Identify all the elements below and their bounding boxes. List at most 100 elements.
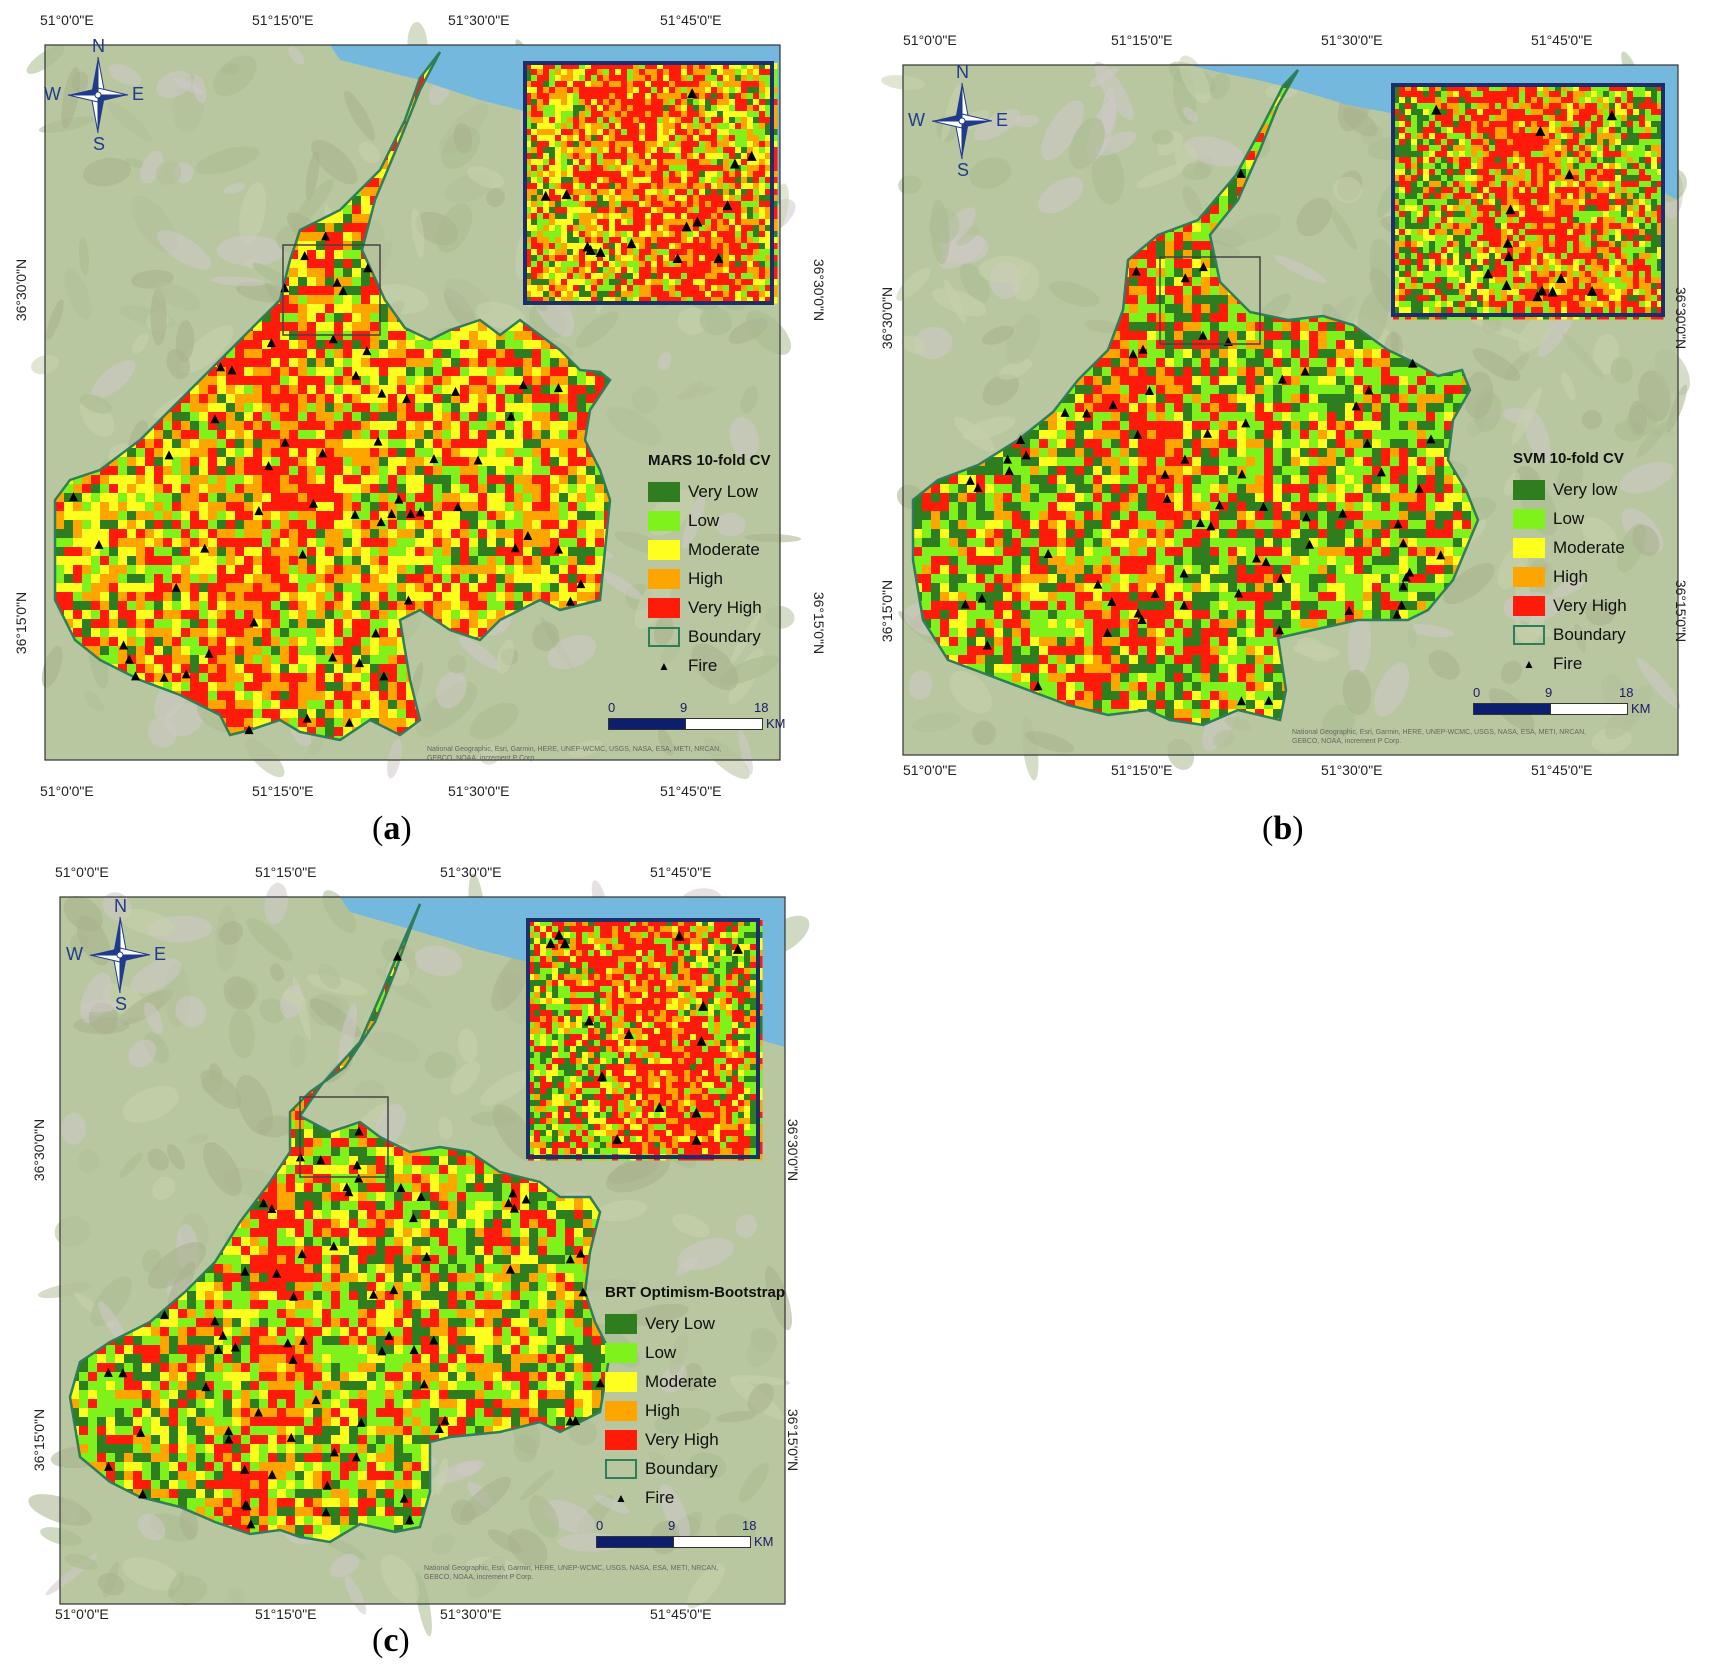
fire-triangle-icon: ▲ xyxy=(615,1490,627,1505)
legend-item: Boundary xyxy=(605,1454,785,1483)
compass-label-e: E xyxy=(996,110,1009,130)
scale-tick-label: 9 xyxy=(680,700,688,715)
fire-point xyxy=(201,1382,211,1392)
fire-point xyxy=(1414,483,1424,493)
legend-swatch xyxy=(648,597,680,618)
lon-top-4: 51°45'0"E xyxy=(660,12,722,28)
fire-point xyxy=(1397,600,1407,610)
fire-point xyxy=(1277,374,1287,384)
lat-left-1: 36°30'0"N xyxy=(13,258,30,322)
legend-label: Very High xyxy=(645,1429,719,1449)
fire-point xyxy=(1215,500,1225,510)
lon-top-1: 51°0'0"E xyxy=(55,864,109,880)
fire-point xyxy=(1502,237,1513,248)
fire-point xyxy=(1351,401,1361,411)
fire-point xyxy=(1376,467,1386,477)
fire-point xyxy=(371,628,381,638)
legend-item: Moderate xyxy=(1513,533,1627,562)
legend-swatch xyxy=(1513,479,1545,500)
fire-point xyxy=(213,1345,223,1355)
fire-point xyxy=(505,1264,515,1274)
scale-tick-label: 0 xyxy=(608,700,616,715)
fire-point xyxy=(242,1501,252,1511)
legend-label: Fire xyxy=(1553,653,1583,673)
fire-point xyxy=(288,1354,298,1364)
fire-point xyxy=(1162,493,1172,503)
legend-item: Moderate xyxy=(648,535,771,564)
fire-point xyxy=(379,671,389,681)
fire-point xyxy=(554,929,565,940)
fire-point xyxy=(1276,573,1286,583)
fire-point xyxy=(1547,286,1558,297)
fire-point xyxy=(973,482,983,492)
fire-point xyxy=(506,411,516,421)
fire-point xyxy=(508,1188,518,1198)
legend-swatch-boundary xyxy=(605,1458,637,1479)
compass-label-w: W xyxy=(44,84,61,104)
fire-point xyxy=(68,492,78,502)
fire-point xyxy=(392,951,402,961)
fire-point xyxy=(960,599,970,609)
fire-point xyxy=(344,717,354,727)
fire-point xyxy=(654,1102,665,1113)
fire-point xyxy=(227,365,237,375)
legend-label: Very Low xyxy=(645,1313,715,1333)
legend-swatch xyxy=(605,1313,637,1334)
fire-point xyxy=(396,1183,406,1193)
fire-point xyxy=(1398,538,1408,548)
lat-left-2: 36°15'0"N xyxy=(879,579,896,643)
fire-point xyxy=(338,286,348,296)
legend-label: High xyxy=(688,568,723,588)
fire-point xyxy=(553,383,563,393)
map-canvas-a xyxy=(26,22,802,780)
fire-point xyxy=(216,362,226,372)
legend-item: Very Low xyxy=(648,477,771,506)
lon-top-3: 51°30'0"E xyxy=(440,864,502,880)
fire-point xyxy=(692,216,703,227)
fire-points xyxy=(103,951,605,1529)
fire-point xyxy=(136,1427,146,1437)
fire-point xyxy=(311,1395,321,1405)
inset-detail-map xyxy=(525,63,778,304)
fire-point xyxy=(409,1344,419,1354)
scale-tick-label: 0 xyxy=(1473,685,1481,700)
lon-bottom-4: 51°45'0"E xyxy=(650,1606,712,1622)
fire-point xyxy=(405,1515,415,1525)
fire-point xyxy=(299,1335,309,1345)
fire-point xyxy=(584,1015,595,1026)
fire-point xyxy=(328,652,338,662)
fire-point xyxy=(298,549,308,559)
fire-point xyxy=(258,1198,268,1208)
fire-point xyxy=(1537,285,1548,296)
fire-point xyxy=(320,231,330,241)
legend-label: Fire xyxy=(645,1487,675,1507)
fire-point xyxy=(329,1241,339,1251)
fire-point xyxy=(698,1000,709,1011)
scale-segment xyxy=(686,717,763,730)
compass-label-n: N xyxy=(114,896,127,916)
north-arrow-a: N S W E xyxy=(44,36,148,154)
legend-item: ▲ Fire xyxy=(1513,649,1627,678)
legend-label: Boundary xyxy=(645,1458,718,1478)
fire-point xyxy=(1505,204,1516,215)
compass-rose-icon xyxy=(89,916,151,994)
fire-point xyxy=(674,930,685,941)
fire-point xyxy=(1128,349,1138,359)
fire-point xyxy=(283,1338,293,1348)
fire-point xyxy=(965,475,975,485)
fire-point xyxy=(1133,608,1143,618)
fire-point xyxy=(626,238,637,249)
scale-bar-b: 0 9 18 KM xyxy=(1473,685,1651,716)
fire-point xyxy=(1261,557,1271,567)
fire-point xyxy=(1198,330,1208,340)
fire-point xyxy=(440,1415,450,1425)
fire-point xyxy=(504,1198,514,1208)
legend-label: High xyxy=(645,1400,680,1420)
basemap-credits-a: National Geographic, Esri, Garmin, HERE,… xyxy=(427,746,722,762)
fire-point xyxy=(1016,434,1026,444)
fire-point xyxy=(518,380,528,390)
fire-point xyxy=(264,461,274,471)
scale-bar-c: 0 9 18 KM xyxy=(596,1518,774,1549)
fire-point xyxy=(328,334,338,344)
fire-point xyxy=(1305,539,1315,549)
